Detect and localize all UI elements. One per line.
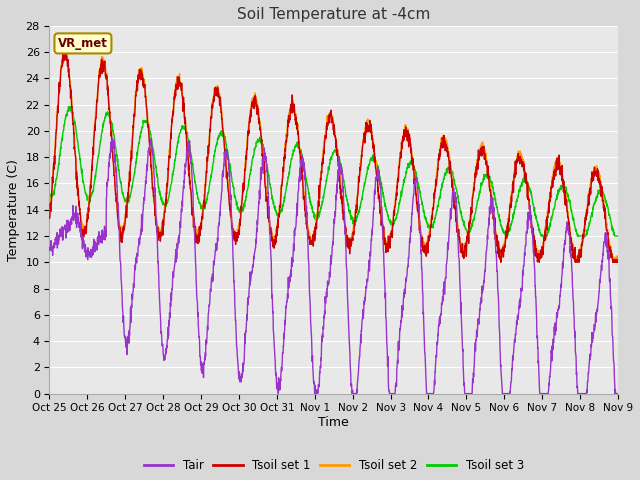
X-axis label: Time: Time bbox=[318, 416, 349, 429]
Legend: Tair, Tsoil set 1, Tsoil set 2, Tsoil set 3: Tair, Tsoil set 1, Tsoil set 2, Tsoil se… bbox=[139, 455, 529, 477]
Title: Soil Temperature at -4cm: Soil Temperature at -4cm bbox=[237, 7, 431, 22]
Y-axis label: Temperature (C): Temperature (C) bbox=[7, 159, 20, 261]
Text: VR_met: VR_met bbox=[58, 37, 108, 50]
